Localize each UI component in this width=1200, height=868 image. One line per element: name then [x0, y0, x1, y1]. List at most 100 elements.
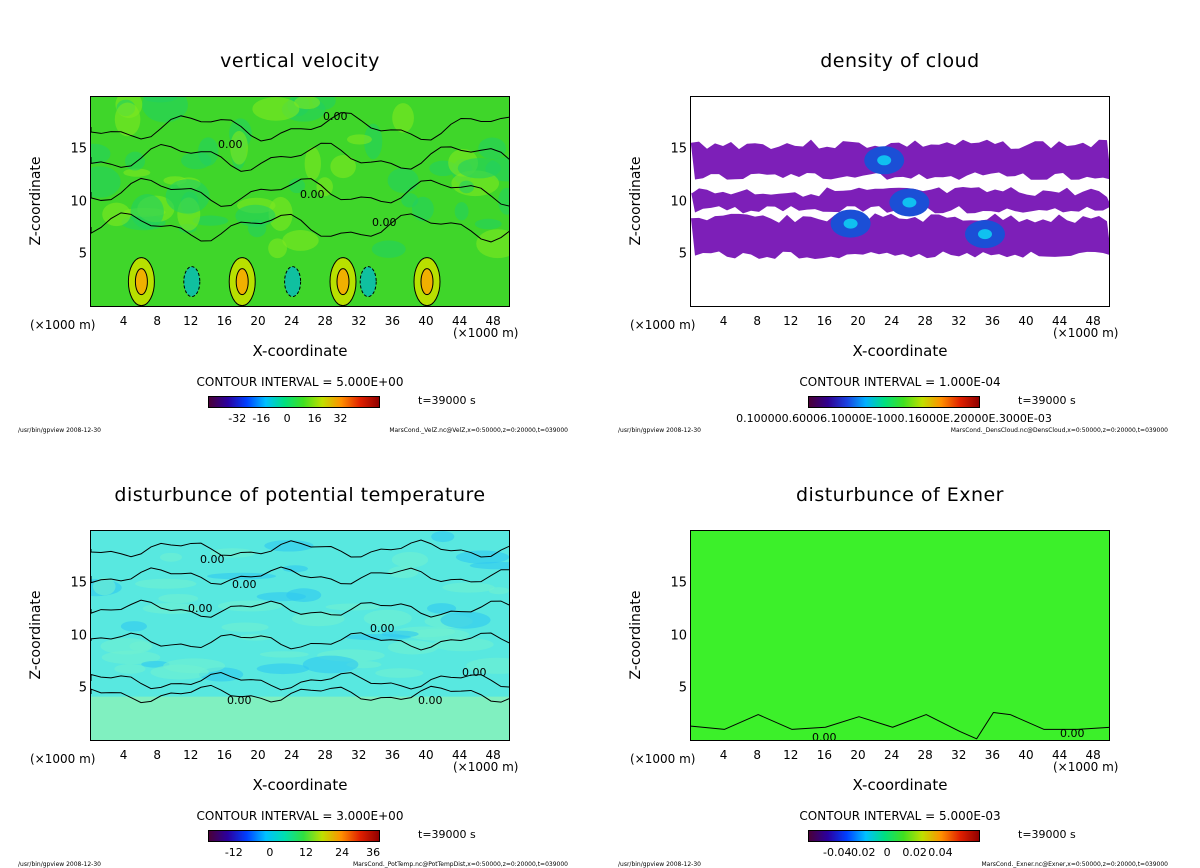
colorbar-tick-label: 36: [366, 846, 381, 859]
field-patch: [217, 600, 282, 612]
cloud-core-inner: [902, 197, 917, 208]
x-tick-label: 48: [485, 314, 501, 328]
field-patch: [469, 561, 509, 570]
footer-left: /usr/bin/gpview 2008-12-30: [18, 861, 101, 868]
cloud-layer: [691, 213, 1109, 259]
colorbar-tick-label: 0.100000.60006.10000E-1000.16000E.20000E…: [736, 412, 1052, 425]
cloud-core-inner: [843, 218, 858, 229]
contour-line: [91, 566, 509, 585]
field-patch: [150, 664, 209, 680]
contour-line: [91, 539, 509, 558]
x-tick-label: 48: [1085, 314, 1101, 328]
y-axis-label: Z-coordinate: [628, 156, 644, 246]
field-patch: [476, 229, 509, 259]
footer-left: /usr/bin/gpview 2008-12-30: [18, 427, 101, 434]
panel-title: disturbunce of potential temperature: [114, 484, 486, 506]
x-tick-label: 32: [951, 748, 967, 762]
x-tick-label: 16: [216, 314, 233, 328]
x-axis-label: X-coordinate: [852, 342, 948, 360]
field-patch: [431, 531, 455, 543]
x-tick-label: 20: [850, 748, 866, 762]
y-tick-label: 10: [70, 194, 87, 209]
x-axis-label: X-coordinate: [252, 776, 348, 794]
time-label: t=39000 s: [418, 828, 476, 841]
field-patch: [286, 588, 322, 602]
field-patch: [387, 640, 438, 655]
plot-area: [690, 530, 1110, 741]
x-tick-label: 44: [451, 314, 468, 328]
field-patch: [91, 166, 121, 198]
contour-label: 0.00: [462, 666, 487, 679]
footer-left: /usr/bin/gpview 2008-12-30: [618, 427, 701, 434]
field-patch: [304, 147, 321, 181]
field-patch: [457, 158, 501, 179]
footer-right: MarsCond._Exner.nc@Exner,x=0:50000,z=0:2…: [981, 861, 1168, 868]
x-tick-label: 44: [451, 748, 468, 762]
contour-label: 0.00: [812, 731, 837, 744]
y-tick-label: 10: [670, 194, 687, 209]
y-tick-label: 10: [670, 628, 687, 643]
contour-label: 0.00: [323, 110, 348, 123]
y-tick-label: 15: [670, 575, 687, 591]
colorbar-tick-label: 12: [299, 846, 314, 859]
y-tick-label: 10: [70, 628, 87, 643]
x-tick-label: 12: [783, 314, 799, 328]
field-patch: [408, 628, 470, 641]
panel-title: vertical velocity: [220, 50, 380, 72]
field-patch: [454, 202, 469, 221]
contour-line: [91, 672, 509, 691]
lower-layer: [91, 696, 509, 740]
field-background: [691, 531, 1109, 740]
colorbar-tick-label: -0.04: [823, 846, 852, 859]
y-tick-label: 5: [78, 246, 87, 262]
panel-4: disturbunce of Exner Z-coordinate 5 10 15 4 8 1…: [600, 434, 1200, 868]
colorbar-tick-label: 32: [333, 412, 348, 425]
plot-area: [90, 96, 510, 307]
field-patch: [221, 622, 269, 632]
field-patch: [141, 660, 170, 668]
field-patch: [466, 657, 509, 674]
field-patch: [264, 540, 314, 552]
panel-3: disturbunce of potential temperature Z-co…: [0, 434, 600, 868]
x-tick-label: 4: [119, 748, 128, 762]
x-tick-label: 36: [984, 748, 1001, 762]
x-tick-label: 12: [183, 748, 199, 762]
colorbar: [808, 830, 980, 842]
time-label: t=39000 s: [418, 394, 476, 407]
contour-label: 0.00: [232, 578, 257, 591]
field-patch: [91, 143, 111, 165]
field-patch: [363, 609, 412, 627]
x-tick-label: 32: [351, 748, 367, 762]
x-tick-label: 24: [283, 314, 300, 328]
x-tick-label: 28: [317, 748, 333, 762]
field-patch: [432, 637, 494, 652]
y-axis-label: Z-coordinate: [28, 156, 44, 246]
plot-canvas: [691, 97, 1109, 306]
field-patch: [474, 218, 502, 230]
field-patch: [101, 650, 161, 665]
x-tick-label: 32: [951, 314, 967, 328]
x-tick-label: 28: [917, 748, 933, 762]
field-patch: [192, 215, 229, 226]
y-tick-label: 15: [70, 575, 87, 591]
field-patch: [142, 97, 178, 103]
colorbar: [808, 396, 980, 408]
colorbar-tick-label: 24: [335, 846, 350, 859]
x-tick-label: 44: [1051, 748, 1068, 762]
x-tick-label: 20: [250, 748, 266, 762]
zero-contour-line: [691, 711, 1109, 740]
colorbar-tick-label: -16: [252, 412, 271, 425]
panel-1: vertical velocity Z-coordinate 5 10 15 4 8 12 16…: [0, 0, 600, 434]
time-label: t=39000 s: [1018, 828, 1076, 841]
field-patch: [442, 582, 495, 593]
x-tick-label: 16: [816, 748, 833, 762]
field-patch: [100, 638, 153, 655]
field-patch: [488, 587, 509, 595]
x-unit-left: (×1000 m): [630, 752, 696, 766]
field-patch: [120, 621, 148, 632]
field-patch: [135, 578, 197, 589]
y-tick-label: 15: [670, 141, 687, 157]
field-patch: [387, 167, 419, 193]
x-tick-label: 40: [1018, 748, 1034, 762]
x-unit-right: (×1000 m): [1053, 760, 1119, 774]
